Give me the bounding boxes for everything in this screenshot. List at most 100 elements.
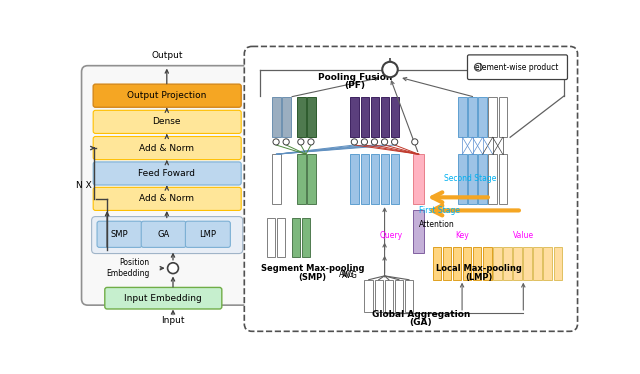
Line: 2 pts: 2 pts	[493, 137, 503, 154]
Point	[391, 143, 399, 147]
Line: 2 pts: 2 pts	[276, 145, 385, 154]
Point	[272, 143, 280, 147]
Point	[282, 143, 290, 147]
Point	[405, 278, 413, 282]
Point	[415, 152, 422, 156]
Point	[273, 152, 280, 156]
Point	[468, 152, 476, 156]
Point	[381, 143, 388, 147]
FancyBboxPatch shape	[186, 221, 230, 247]
Bar	[452, 247, 461, 280]
Point	[459, 135, 467, 140]
Point	[381, 274, 388, 278]
Point	[395, 278, 403, 282]
Line: 2 pts: 2 pts	[276, 145, 374, 154]
Bar	[292, 218, 300, 257]
Bar	[307, 154, 316, 204]
Point	[468, 135, 476, 140]
Line: 2 pts: 2 pts	[493, 137, 503, 154]
Text: Second Stage: Second Stage	[444, 174, 497, 183]
Point	[499, 135, 507, 140]
Point	[169, 269, 177, 273]
Bar	[272, 97, 281, 137]
Text: (LMP): (LMP)	[465, 273, 493, 282]
Bar	[351, 154, 359, 204]
Point	[381, 274, 388, 278]
Text: Output Projection: Output Projection	[127, 91, 207, 100]
Point	[499, 152, 507, 156]
Point	[561, 94, 568, 98]
Point	[381, 274, 388, 278]
Bar	[488, 154, 497, 204]
FancyBboxPatch shape	[93, 187, 241, 211]
Bar	[351, 97, 359, 137]
Point	[386, 63, 394, 68]
Point	[386, 71, 394, 76]
Point	[169, 263, 177, 267]
Line: 2 pts: 2 pts	[385, 276, 409, 280]
Text: Global Aggregation: Global Aggregation	[372, 310, 470, 319]
Point	[468, 152, 476, 156]
Point	[256, 67, 264, 72]
Bar	[381, 154, 389, 204]
Text: (PF): (PF)	[344, 81, 365, 90]
Bar	[488, 97, 497, 137]
Circle shape	[371, 139, 378, 145]
Point	[90, 146, 98, 150]
Circle shape	[412, 139, 418, 145]
Circle shape	[168, 263, 179, 273]
Point	[489, 135, 497, 140]
Bar	[524, 247, 532, 280]
Bar	[478, 97, 487, 137]
Point	[391, 143, 399, 147]
Line: 2 pts: 2 pts	[472, 137, 483, 154]
Bar	[499, 97, 507, 137]
Point	[458, 310, 466, 315]
Line: 2 pts: 2 pts	[286, 145, 306, 154]
Line: 2 pts: 2 pts	[472, 137, 483, 154]
Point	[371, 143, 378, 147]
Bar	[468, 97, 477, 137]
FancyBboxPatch shape	[105, 288, 222, 309]
FancyBboxPatch shape	[92, 217, 243, 254]
Bar	[503, 247, 511, 280]
FancyBboxPatch shape	[97, 221, 142, 247]
Point	[256, 67, 264, 72]
Text: Position
Embedding: Position Embedding	[106, 258, 150, 278]
Bar	[554, 247, 562, 280]
Text: (GA): (GA)	[410, 318, 432, 327]
Point	[385, 278, 393, 282]
Line: 2 pts: 2 pts	[395, 145, 419, 154]
Point	[499, 152, 507, 156]
Line: 2 pts: 2 pts	[301, 145, 306, 154]
Text: Value: Value	[513, 232, 534, 240]
Point	[360, 143, 368, 147]
Bar	[433, 247, 441, 280]
Line: 2 pts: 2 pts	[463, 137, 472, 154]
Bar	[468, 154, 477, 204]
Bar	[404, 280, 413, 312]
Line: 2 pts: 2 pts	[483, 137, 493, 154]
FancyBboxPatch shape	[244, 46, 577, 331]
Bar	[483, 247, 492, 280]
Point	[92, 146, 99, 150]
Text: Attention: Attention	[419, 220, 454, 229]
FancyBboxPatch shape	[81, 66, 249, 305]
Bar	[360, 154, 369, 204]
FancyBboxPatch shape	[93, 110, 241, 134]
Point	[459, 135, 467, 140]
Point	[468, 135, 476, 140]
Bar	[297, 154, 305, 204]
Bar	[458, 97, 467, 137]
Point	[459, 152, 467, 156]
Point	[415, 152, 422, 156]
Point	[365, 278, 372, 282]
Text: SMP: SMP	[111, 230, 129, 239]
Text: First Stage: First Stage	[419, 206, 460, 215]
Line: 2 pts: 2 pts	[276, 145, 306, 154]
Point	[351, 143, 358, 147]
Point	[415, 152, 422, 156]
Bar	[371, 97, 379, 137]
Point	[360, 143, 368, 147]
Point	[415, 152, 422, 156]
